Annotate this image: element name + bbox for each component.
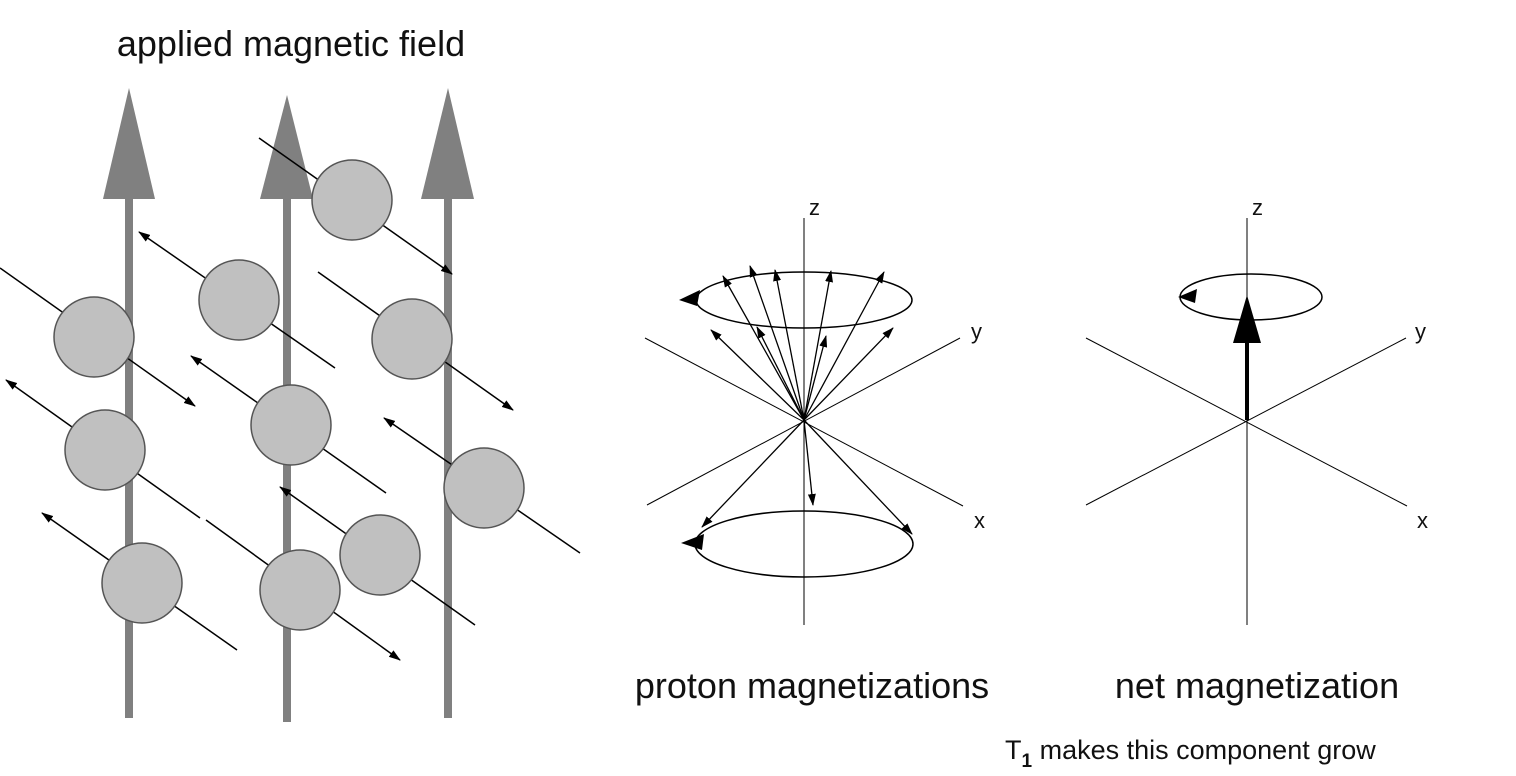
y-axis xyxy=(1085,337,1407,506)
field-arrow-3 xyxy=(421,88,474,718)
field-arrow-1 xyxy=(103,88,155,718)
t1-note-subscript: 1 xyxy=(1022,751,1033,772)
rotation-arrow-icon xyxy=(681,534,704,550)
axis-label-z: z xyxy=(1252,195,1263,220)
proton xyxy=(250,384,332,466)
net-magnetization-panel: z y x net magnetization T1 makes this co… xyxy=(1005,195,1428,772)
net-magnetization-caption: net magnetization xyxy=(1115,665,1399,706)
x-axis xyxy=(1085,337,1408,507)
proton xyxy=(259,549,341,631)
axis-label-z: z xyxy=(809,195,820,220)
applied-field-panel: applied magnetic field xyxy=(0,23,581,722)
proton xyxy=(198,259,280,341)
axis-label-y: y xyxy=(1415,319,1426,344)
axis-label-x: x xyxy=(974,508,985,533)
proton xyxy=(311,159,393,241)
y-axis xyxy=(646,337,961,506)
proton xyxy=(53,296,135,378)
proton-magnetizations-panel: z y x proton magnetizations xyxy=(635,195,989,706)
t1-note-suffix: makes this component grow xyxy=(1032,735,1376,765)
proton xyxy=(371,298,453,380)
proton-magnetizations-caption: proton magnetizations xyxy=(635,665,989,706)
proton xyxy=(443,447,525,529)
proton xyxy=(64,409,146,491)
axis-label-y: y xyxy=(971,319,982,344)
applied-field-title: applied magnetic field xyxy=(117,23,465,64)
axes xyxy=(1085,218,1408,625)
net-magnetization-vector xyxy=(1233,295,1261,420)
protons xyxy=(53,159,525,631)
rotation-arrow-icon xyxy=(1178,289,1197,303)
rotation-arrow-icon xyxy=(679,290,700,306)
axis-label-x: x xyxy=(1417,508,1428,533)
proton xyxy=(339,514,421,596)
t1-note: T1 makes this component grow xyxy=(1005,735,1376,772)
t1-note-prefix: T xyxy=(1005,735,1022,765)
magnetization-vectors xyxy=(701,265,913,535)
proton xyxy=(101,542,183,624)
